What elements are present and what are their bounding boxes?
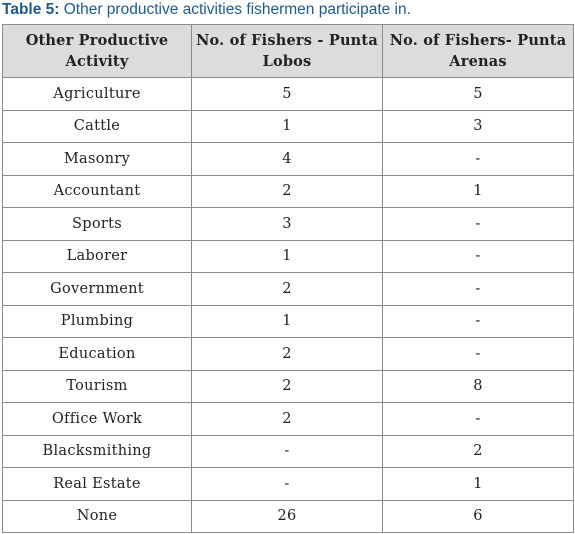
cell-activity: Tourism [2,369,192,403]
cell-punta-arenas: - [382,337,574,371]
table-row: Blacksmithing -2 [2,434,574,468]
header-activity: Other Productive Activity [2,24,192,78]
cell-punta-lobos: 26 [191,499,383,533]
table-row: Tourism 2 8 [2,369,574,403]
table-row: Plumbing 1- [2,304,574,338]
cell-activity: Laborer [2,239,192,273]
cell-punta-arenas: 8 [382,369,574,403]
cell-activity: Agriculture [2,77,192,111]
cell-activity: Government [2,272,192,306]
cell-punta-arenas: - [382,142,574,176]
cell-activity: Sports [2,207,192,241]
table-row: Government 2- [2,272,574,306]
cell-punta-lobos: 5 [191,77,383,111]
table-header-row: Other Productive Activity No. of Fishers… [2,24,574,78]
table-body: Agriculture 5 5 Cattle 1 3 Masonry 4- Accountant… [2,77,574,533]
table-row: Masonry 4- [2,142,574,176]
cell-punta-lobos: 2 [191,337,383,371]
table-row: Sports 3- [2,207,574,241]
cell-punta-arenas: 2 [382,434,574,468]
table-row: Laborer 1- [2,239,574,273]
cell-punta-arenas: 3 [382,109,574,143]
header-punta-lobos: No. of Fishers - Punta Lobos [191,24,383,78]
cell-punta-arenas: - [382,272,574,306]
table-row: Agriculture 5 5 [2,77,574,111]
cell-punta-lobos: 1 [191,109,383,143]
cell-activity: Masonry [2,142,192,176]
header-punta-arenas: No. of Fishers- Punta Arenas [382,24,574,78]
table-row: Education 2- [2,337,574,371]
cell-punta-arenas: 6 [382,499,574,533]
cell-punta-arenas: - [382,207,574,241]
cell-punta-arenas: - [382,402,574,436]
table-caption-text: Other productive activities fishermen pa… [63,1,411,18]
cell-activity: Accountant [2,174,192,208]
cell-punta-lobos: 2 [191,174,383,208]
cell-punta-lobos: 1 [191,304,383,338]
cell-activity: Real Estate [2,467,192,501]
table-row: Cattle 1 3 [2,109,574,143]
cell-punta-arenas: 1 [382,174,574,208]
cell-punta-lobos: - [191,434,383,468]
cell-activity: Office Work [2,402,192,436]
cell-punta-arenas: 1 [382,467,574,501]
table-row: Office Work 2- [2,402,574,436]
cell-activity: Cattle [2,109,192,143]
cell-activity: Education [2,337,192,371]
cell-punta-lobos: 1 [191,239,383,273]
cell-punta-arenas: 5 [382,77,574,111]
table-row: None 26 6 [2,499,574,533]
cell-punta-lobos: 2 [191,272,383,306]
activities-table: Other Productive Activity No. of Fishers… [2,24,574,533]
table-row: Real Estate -1 [2,467,574,501]
cell-activity: Plumbing [2,304,192,338]
cell-punta-arenas: - [382,304,574,338]
cell-punta-lobos: 3 [191,207,383,241]
table-row: Accountant 2 1 [2,174,574,208]
cell-punta-lobos: - [191,467,383,501]
cell-punta-lobos: 2 [191,402,383,436]
cell-activity: None [2,499,192,533]
cell-punta-lobos: 2 [191,369,383,403]
cell-punta-arenas: - [382,239,574,273]
cell-activity: Blacksmithing [2,434,192,468]
table-caption: Table 5: Other productive activities fis… [2,0,411,20]
cell-punta-lobos: 4 [191,142,383,176]
table-caption-label: Table 5: [2,1,60,18]
